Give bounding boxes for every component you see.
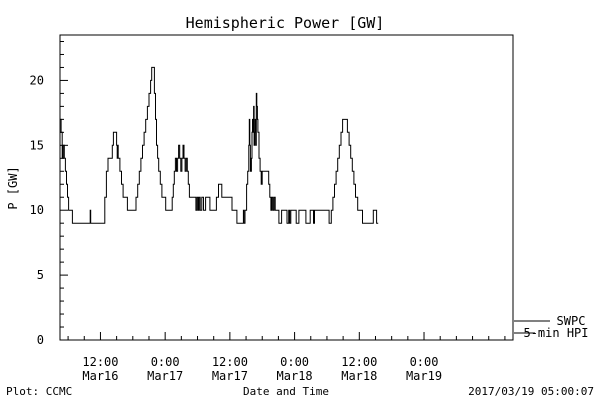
y-axis-label: P [GW]: [6, 166, 20, 209]
series-line-swpc: [60, 66, 379, 224]
x-tick-date-label: Mar18: [277, 369, 313, 383]
x-tick-date-label: Mar18: [341, 369, 377, 383]
y-tick-label: 0: [37, 333, 44, 347]
y-tick-label: 5: [37, 268, 44, 282]
x-tick-date-label: Mar17: [147, 369, 183, 383]
x-axis: 12:00Mar160:00Mar1712:00Mar170:00Mar1812…: [67, 332, 506, 383]
chart-title: Hemispheric Power [GW]: [186, 14, 385, 32]
footer-right: 2017/03/19 05:00:07: [468, 385, 594, 398]
y-tick-label: 15: [30, 138, 44, 152]
x-tick-time-label: 12:00: [341, 355, 377, 369]
series-layer: [60, 66, 379, 224]
y-axis: 0 5 10 15 20: [30, 40, 68, 347]
x-tick-date-label: Mar16: [82, 369, 118, 383]
x-tick-date-label: Mar19: [406, 369, 442, 383]
footer-left: Plot: CCMC: [6, 385, 72, 398]
x-tick-time-label: 0:00: [280, 355, 309, 369]
footer-center: Date and Time: [243, 385, 329, 398]
y-tick-label: 10: [30, 203, 44, 217]
x-tick-date-label: Mar17: [212, 369, 248, 383]
legend-hpi-label: 5-min HPI: [523, 326, 588, 340]
x-tick-time-label: 0:00: [410, 355, 439, 369]
legend-swpc-label: SWPC: [557, 314, 586, 328]
x-tick-time-label: 0:00: [151, 355, 180, 369]
plot-frame: [59, 34, 514, 341]
x-tick-time-label: 12:00: [82, 355, 118, 369]
y-tick-label: 20: [30, 73, 44, 87]
legend: SWPC 5-min HPI: [514, 314, 589, 340]
x-tick-time-label: 12:00: [212, 355, 248, 369]
